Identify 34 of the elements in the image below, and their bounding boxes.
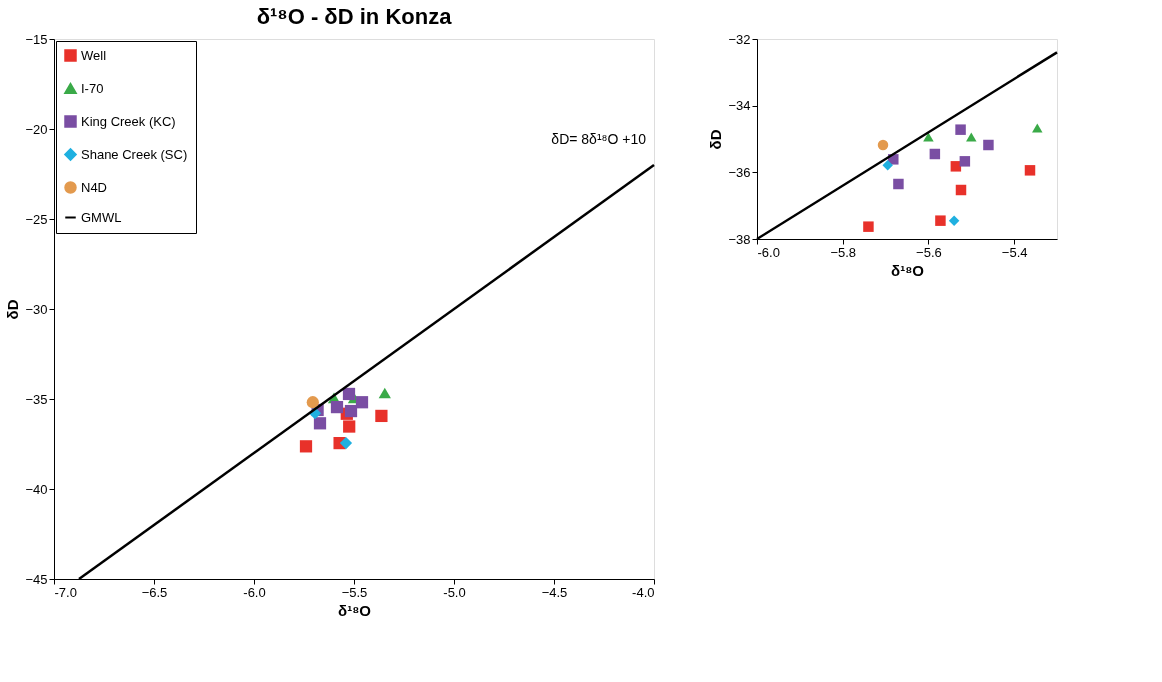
legend-label: King Creek (KC) — [81, 113, 176, 129]
x-tick-label: −6.5 — [141, 584, 168, 600]
x-tick-label: −4.5 — [541, 584, 568, 600]
legend-label: Shane Creek (SC) — [81, 146, 188, 162]
x-tick-label: -5.0 — [443, 584, 466, 600]
x-tick-label: -4.0 — [632, 584, 655, 600]
y-tick-label: −15 — [25, 31, 48, 47]
y-tick-label: −20 — [25, 121, 48, 137]
legend-label: GMWL — [81, 209, 122, 225]
legend-label: N4D — [81, 179, 108, 195]
x-tick-label: -7.0 — [54, 584, 77, 600]
x-tick-label: −5.6 — [916, 244, 942, 260]
y-tick-label: −34 — [728, 98, 751, 114]
y-tick-label: −35 — [25, 391, 48, 407]
x-tick-label: −5.5 — [341, 584, 368, 600]
x-axis-title: δ¹⁸O — [891, 261, 925, 279]
y-tick-label: −36 — [728, 164, 751, 180]
chart-title: δ¹⁸O - δD in Konza — [256, 4, 453, 29]
x-tick-label: −5.4 — [1001, 244, 1028, 260]
y-tick-label: −45 — [25, 571, 48, 587]
legend-label: Well — [81, 47, 107, 63]
annotation: δD= 8δ¹⁸O +10 — [551, 131, 647, 147]
y-axis-title: δD — [707, 129, 725, 150]
legend-label: I-70 — [81, 80, 104, 96]
x-tick-label: -6.0 — [243, 584, 266, 600]
x-axis-title: δ¹⁸O — [338, 601, 372, 619]
x-tick-label: −5.8 — [830, 244, 857, 260]
y-tick-label: −32 — [728, 31, 751, 47]
y-tick-label: −40 — [25, 481, 48, 497]
y-tick-label: −30 — [25, 301, 48, 317]
x-tick-label: -6.0 — [757, 244, 780, 260]
y-tick-label: −38 — [728, 231, 751, 247]
y-axis-title: δD — [4, 299, 22, 320]
y-tick-label: −25 — [25, 211, 48, 227]
